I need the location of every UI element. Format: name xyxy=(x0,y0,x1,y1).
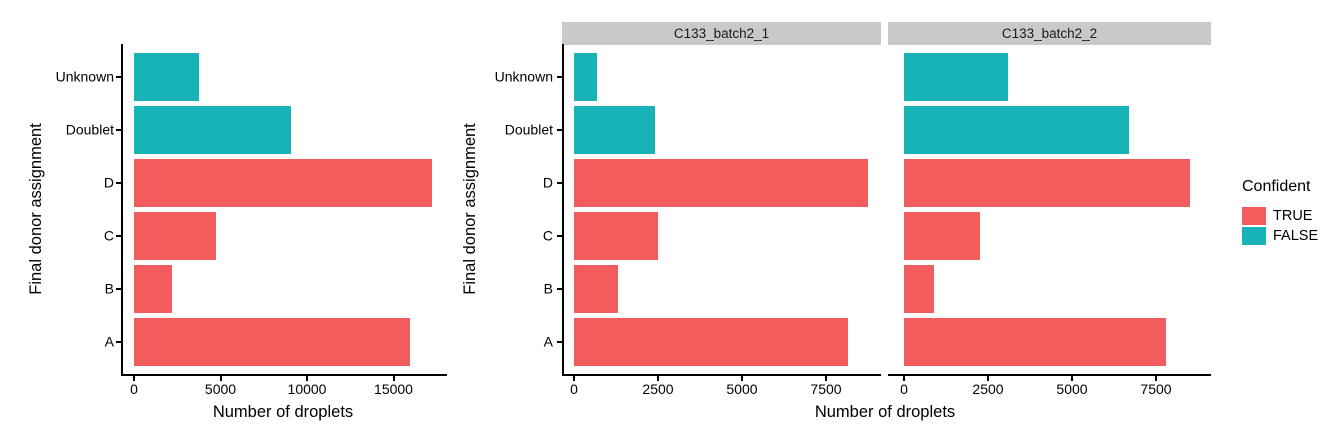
bar-faceted-facet1-b xyxy=(904,265,934,313)
x-tick-faceted-facet0-5000 xyxy=(741,376,743,381)
bar-combined-c xyxy=(134,212,216,260)
x-tick-faceted-facet0-0 xyxy=(573,376,575,381)
y-axis-line-faceted-facet0 xyxy=(562,44,564,376)
x-axis-line-combined xyxy=(121,374,447,376)
faceted-x-axis-title: Number of droplets xyxy=(814,403,956,421)
y-tick-label-a: A xyxy=(104,333,114,350)
x-tick-faceted-facet1-0 xyxy=(903,376,905,381)
legend-key-label-false: FALSE xyxy=(1273,228,1319,244)
y-tick-faceted-facet0-b xyxy=(557,288,562,291)
bar-faceted-facet0-b xyxy=(574,265,618,313)
y-tick-label-b: B xyxy=(543,280,553,297)
y-tick-combined-d xyxy=(116,182,121,184)
y-tick-label-c: C xyxy=(542,227,553,244)
x-tick-faceted-facet0-7500 xyxy=(825,376,827,381)
facet-strip-batch2-2: C133_batch2_2 xyxy=(888,22,1211,45)
bar-faceted-facet1-c xyxy=(904,212,980,260)
bar-faceted-facet0-doublet xyxy=(574,106,655,154)
x-tick-label-faceted-facet0-7500: 7500 xyxy=(810,381,842,397)
x-tick-faceted-facet0-2500 xyxy=(657,376,659,381)
combined-y-axis-title: Final donor assignment xyxy=(27,123,45,295)
bar-faceted-facet0-d xyxy=(574,159,868,207)
y-tick-label-d: D xyxy=(542,174,553,191)
x-tick-label-faceted-facet1-0: 0 xyxy=(900,381,908,397)
x-tick-label-faceted-facet1-7500: 7500 xyxy=(1140,381,1172,397)
legend-key-swatch-false xyxy=(1242,227,1266,245)
legend-key-swatch-true xyxy=(1242,207,1266,225)
y-tick-combined-b xyxy=(116,288,121,291)
x-tick-label-faceted-facet1-2500: 2500 xyxy=(972,381,1004,397)
bar-faceted-facet1-unknown xyxy=(904,53,1008,101)
x-tick-faceted-facet1-5000 xyxy=(1071,376,1073,381)
y-tick-label-doublet: Doublet xyxy=(65,121,114,138)
y-tick-label-b: B xyxy=(104,280,114,297)
y-tick-faceted-facet0-unknown xyxy=(557,75,562,78)
combined-x-axis-title: Number of droplets xyxy=(212,403,354,421)
x-axis-line-faceted-facet1 xyxy=(888,374,1211,376)
x-tick-combined-10000 xyxy=(306,376,308,381)
bar-combined-doublet xyxy=(134,106,291,154)
faceted-y-axis-title: Final donor assignment xyxy=(461,123,479,295)
x-tick-faceted-facet1-2500 xyxy=(987,376,989,381)
y-tick-label-unknown: Unknown xyxy=(494,68,553,85)
y-axis-line-combined xyxy=(121,44,123,376)
y-tick-combined-unknown xyxy=(116,75,121,78)
y-tick-label-doublet: Doublet xyxy=(504,121,553,138)
bar-faceted-facet1-doublet xyxy=(904,106,1129,154)
bar-combined-d xyxy=(134,159,432,207)
bar-faceted-facet0-a xyxy=(574,318,848,367)
x-tick-label-faceted-facet0-5000: 5000 xyxy=(726,381,758,397)
y-tick-label-unknown: Unknown xyxy=(55,68,114,85)
y-tick-combined-a xyxy=(116,341,121,344)
x-tick-label-faceted-facet1-5000: 5000 xyxy=(1056,381,1088,397)
bar-combined-a xyxy=(134,318,410,367)
x-tick-label-combined-10000: 10000 xyxy=(287,381,327,397)
y-tick-label-a: A xyxy=(543,333,553,350)
x-tick-combined-0 xyxy=(133,376,135,381)
bar-combined-unknown xyxy=(134,53,199,101)
y-tick-faceted-facet0-d xyxy=(557,182,562,184)
y-tick-combined-c xyxy=(116,235,121,237)
bar-faceted-facet0-c xyxy=(574,212,658,260)
bar-faceted-facet0-unknown xyxy=(574,53,597,101)
x-tick-label-combined-5000: 5000 xyxy=(204,381,237,397)
x-tick-label-combined-15000: 15000 xyxy=(374,381,413,397)
y-tick-label-c: C xyxy=(103,227,114,244)
x-axis-line-faceted-facet0 xyxy=(562,374,881,376)
bar-faceted-facet1-d xyxy=(904,159,1190,207)
x-tick-combined-15000 xyxy=(392,376,395,381)
legend-key-label-true: TRUE xyxy=(1273,208,1313,224)
x-tick-faceted-facet1-7500 xyxy=(1155,376,1157,381)
x-tick-combined-5000 xyxy=(219,376,222,381)
x-tick-label-faceted-facet0-0: 0 xyxy=(570,381,578,397)
y-tick-faceted-facet0-c xyxy=(557,235,562,237)
bar-combined-b xyxy=(134,265,172,313)
y-tick-combined-doublet xyxy=(116,128,121,131)
legend-title: Confident xyxy=(1242,178,1311,195)
bar-faceted-facet1-a xyxy=(904,318,1166,367)
y-tick-label-d: D xyxy=(103,174,114,191)
x-tick-label-combined-0: 0 xyxy=(130,381,138,397)
x-tick-label-faceted-facet0-2500: 2500 xyxy=(642,381,674,397)
facet-strip-batch2-1: C133_batch2_1 xyxy=(562,22,881,45)
y-tick-faceted-facet0-doublet xyxy=(557,128,562,131)
y-tick-faceted-facet0-a xyxy=(557,341,562,344)
